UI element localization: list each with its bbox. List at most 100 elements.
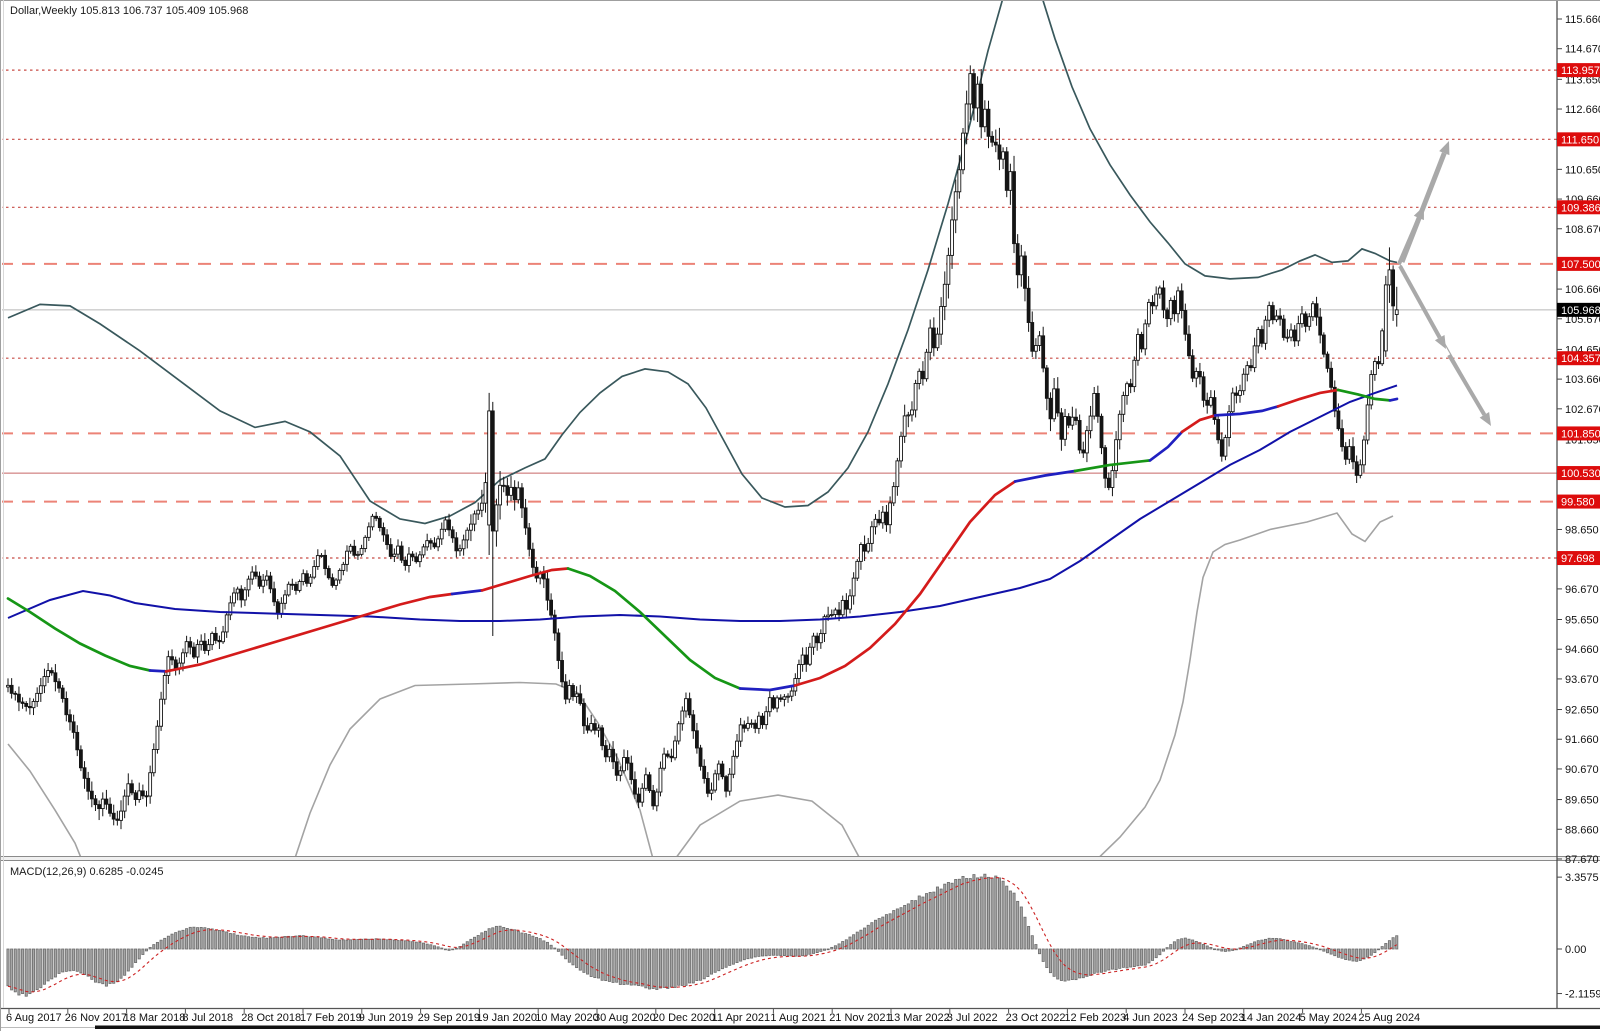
ma-slow-line [7, 384, 1398, 622]
ma-fast-segment [148, 669, 168, 673]
price-level-badge-label: 100.530 [1561, 468, 1600, 480]
ma-fast-segment [1336, 388, 1392, 402]
price-level-badge-label: 107.500 [1561, 259, 1600, 271]
macd-signal-line [7, 877, 1397, 993]
ma-fast-segment [566, 567, 742, 690]
price-tick-label: 91.660 [1565, 734, 1599, 746]
macd-panel[interactable] [6, 873, 1399, 997]
price-tick-label: 98.650 [1565, 524, 1599, 536]
price-level-badge [1557, 256, 1600, 271]
date-tick-label: 6 Aug 2017 [6, 1012, 62, 1024]
price-tick-label: 102.670 [1565, 404, 1600, 416]
trend-arrow-shaft[interactable] [1397, 217, 1421, 265]
date-tick-label: 17 Feb 2019 [300, 1012, 362, 1024]
ma-fast-segment [738, 684, 797, 692]
price-level-badge [1557, 63, 1600, 78]
price-panel[interactable] [0, 0, 1557, 870]
price-tick-label: 110.650 [1565, 164, 1600, 176]
price-tick-label: 93.670 [1565, 674, 1599, 686]
price-level-badge [1557, 466, 1600, 481]
scrollbar-thumb[interactable] [95, 1025, 1600, 1030]
price-tick-label: 95.650 [1565, 615, 1599, 627]
price-level-badge [1557, 200, 1600, 215]
macd-tick-label: 0.00 [1565, 944, 1586, 956]
date-tick-label: 25 Aug 2024 [1358, 1012, 1420, 1024]
macd-tick-label: 3.3575 [1565, 872, 1599, 884]
bollinger-upper-band [7, 1, 1398, 525]
date-tick-label: 4 Jun 2023 [1123, 1012, 1177, 1024]
price-tick-label: 96.670 [1565, 584, 1599, 596]
date-tick-label: 21 Nov 2021 [829, 1012, 891, 1024]
price-tick-label: 94.660 [1565, 644, 1599, 656]
bollinger-lower-band [1099, 512, 1394, 856]
macd-indicator-label: MACD(12,26,9) 0.6285 -0.0245 [10, 866, 164, 878]
price-tick-label: 115.660 [1565, 14, 1600, 26]
price-tick-label: 88.660 [1565, 824, 1599, 836]
date-tick-label: 28 Oct 2018 [241, 1012, 301, 1024]
price-level-badge [1557, 351, 1600, 366]
ma-fast-segment [6, 597, 152, 672]
price-level-badge-label: 97.698 [1561, 553, 1595, 565]
trend-arrow-head[interactable] [1479, 412, 1491, 426]
panel-separator[interactable] [0, 856, 1600, 861]
date-tick-label: 9 Jun 2019 [359, 1012, 413, 1024]
date-tick-label: 18 Mar 2018 [124, 1012, 186, 1024]
bid-price-badge [1557, 302, 1600, 317]
date-tick-label: 20 Dec 2020 [653, 1012, 715, 1024]
date-tick-label: 3 Jul 2022 [947, 1012, 998, 1024]
price-tick-label: 92.650 [1565, 705, 1599, 717]
price-tick-label: 113.650 [1565, 74, 1600, 86]
ma-fast-segment [1388, 397, 1399, 402]
price-level-badge-label: 104.357 [1561, 353, 1600, 365]
price-tick-label: 90.670 [1565, 764, 1599, 776]
price-level-badge-label: 111.650 [1561, 134, 1599, 146]
date-tick-label: 13 Mar 2022 [888, 1012, 950, 1024]
date-tick-label: 1 Aug 2021 [770, 1012, 826, 1024]
bid-price-badge-label: 105.968 [1561, 305, 1600, 317]
date-tick-label: 10 May 2020 [535, 1012, 599, 1024]
price-tick-label: 114.670 [1565, 44, 1600, 56]
trend-arrow-head[interactable] [1413, 206, 1424, 221]
price-level-badge [1557, 132, 1600, 147]
ma-fast-segment [793, 480, 1017, 687]
price-tick-label: 87.670 [1565, 854, 1599, 866]
price-level-badge [1557, 494, 1600, 509]
ma-fast-segment [480, 567, 570, 592]
price-level-badge-label: 113.957 [1561, 65, 1600, 77]
trend-arrow-head[interactable] [1434, 334, 1446, 349]
price-tick-label: 106.660 [1565, 284, 1600, 296]
ma-fast-segment [450, 589, 484, 596]
bollinger-lower-band [676, 794, 860, 856]
date-tick-label: 24 Sep 2023 [1182, 1012, 1244, 1024]
price-level-badge-label: 99.580 [1561, 497, 1595, 509]
ma-fast-segment [1276, 388, 1340, 408]
date-tick-label: 14 Jan 2024 [1241, 1012, 1302, 1024]
ma-fast-segment [1213, 405, 1280, 417]
ma-fast-segment [1148, 430, 1184, 462]
trend-arrow-shaft[interactable] [1398, 265, 1442, 339]
ma-fast-segment [1013, 469, 1077, 483]
price-level-badge [1557, 426, 1600, 441]
price-tick-label: 108.670 [1565, 224, 1600, 236]
price-tick-label: 112.660 [1565, 104, 1600, 116]
chart-title: Dollar,Weekly 105.813 106.737 105.409 10… [10, 5, 249, 17]
ma-fast-segment [1073, 459, 1152, 473]
date-tick-label: 30 Aug 2020 [594, 1012, 656, 1024]
date-tick-label: 19 Jan 2020 [476, 1012, 537, 1024]
price-level-badge [1557, 551, 1600, 566]
macd-histogram [6, 873, 1399, 997]
ma-fast-segment [1180, 414, 1217, 434]
date-tick-label: 12 Feb 2023 [1064, 1012, 1126, 1024]
price-tick-label: 89.650 [1565, 795, 1599, 807]
price-level-badge-label: 101.850 [1561, 428, 1600, 440]
trend-arrow-shaft[interactable] [1447, 353, 1487, 416]
trend-arrow-head[interactable] [1439, 141, 1450, 156]
ma-fast-segment [164, 592, 454, 673]
date-tick-label: 29 Sep 2019 [418, 1012, 480, 1024]
date-tick-label: 5 May 2024 [1300, 1012, 1357, 1024]
date-tick-label: 26 Nov 2017 [65, 1012, 127, 1024]
date-tick-label: 11 Apr 2021 [712, 1012, 771, 1024]
bollinger-lower-band [7, 743, 82, 856]
